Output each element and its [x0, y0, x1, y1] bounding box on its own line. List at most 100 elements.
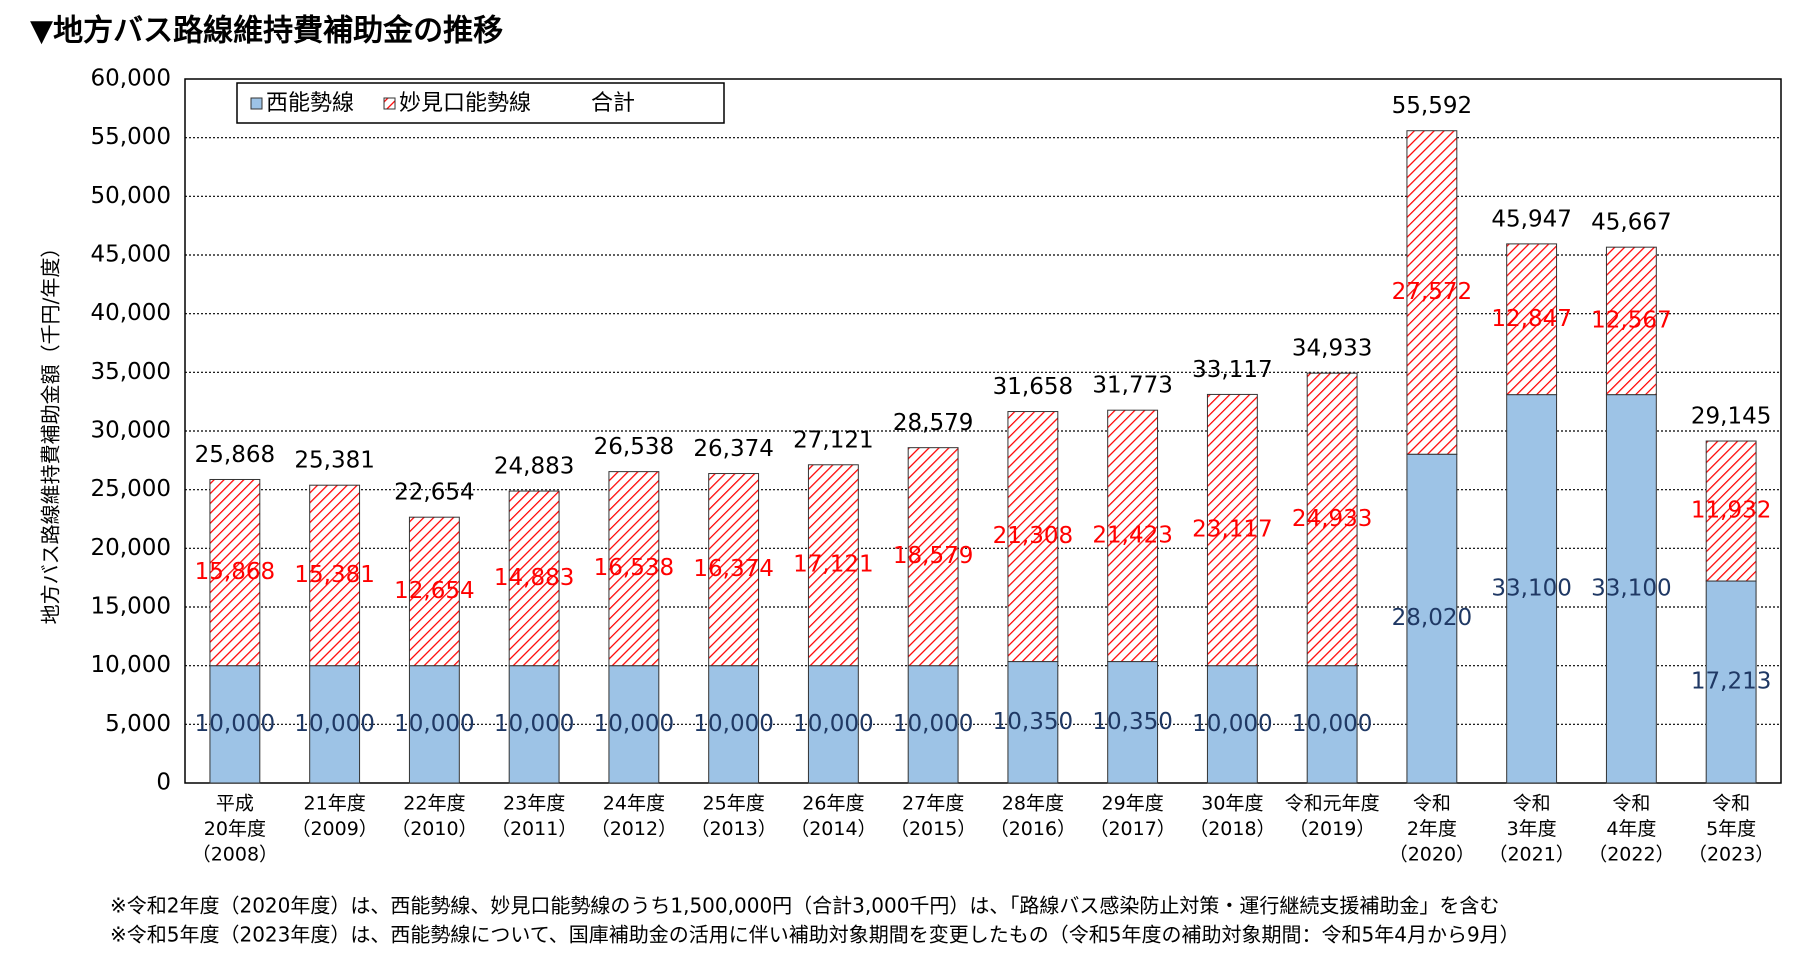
bar-segment — [1605, 246, 1657, 396]
data-label: 16,538 — [594, 555, 674, 581]
x-tick-label: （2022） — [1588, 844, 1674, 866]
bar-segment — [1206, 393, 1258, 667]
data-label: 33,100 — [1591, 575, 1671, 601]
x-tick-label: （2020） — [1389, 844, 1475, 866]
x-tick-label: 令和 — [1413, 793, 1451, 815]
bar-segment — [309, 484, 361, 667]
bar-segment — [807, 464, 859, 667]
bar-segment — [508, 490, 560, 667]
legend-swatch — [383, 97, 396, 110]
legend-box — [236, 82, 725, 124]
data-label: 17,121 — [793, 552, 873, 578]
bar-segment — [1605, 394, 1657, 784]
x-tick-label: （2016） — [990, 818, 1076, 840]
data-label: 17,213 — [1691, 669, 1771, 695]
x-tick-label: 21年度 — [304, 793, 366, 815]
total-label: 26,374 — [693, 436, 773, 462]
bar-segment — [608, 471, 660, 667]
data-label: 11,932 — [1691, 498, 1771, 524]
x-tick-label: （2015） — [890, 818, 976, 840]
data-label: 16,374 — [693, 556, 773, 582]
data-label: 10,000 — [294, 711, 374, 737]
total-label: 25,868 — [195, 442, 275, 468]
x-tick-label: 2年度 — [1407, 818, 1457, 840]
bar-segment — [209, 478, 261, 667]
x-tick-label: （2023） — [1688, 844, 1774, 866]
x-tick-label: 23年度 — [503, 793, 565, 815]
x-tick-label: 4年度 — [1606, 818, 1656, 840]
note: ※令和5年度（2023年度）は、西能勢線について、国庫補助金の活用に伴い補助対象… — [110, 923, 1520, 947]
legend-label: 妙見口能勢線 — [399, 91, 531, 116]
x-tick-label: （2014） — [790, 818, 876, 840]
bar-segment — [1306, 665, 1358, 784]
bar-segment — [1506, 394, 1558, 784]
x-tick-label: 令和 — [1712, 793, 1750, 815]
x-tick-label: 29年度 — [1102, 793, 1164, 815]
bar-segment — [1406, 130, 1458, 455]
data-label: 23,117 — [1192, 517, 1272, 543]
legend-label: 西能勢線 — [266, 91, 354, 116]
bar-segment — [408, 516, 460, 667]
x-tick-label: （2017） — [1089, 818, 1175, 840]
x-tick-label: 5年度 — [1706, 818, 1756, 840]
x-tick-label: 令和元年度 — [1285, 793, 1380, 815]
x-tick-label: 26年度 — [802, 793, 864, 815]
x-tick-label: 令和 — [1513, 793, 1551, 815]
x-tick-label: （2009） — [291, 818, 377, 840]
y-tick-label: 35,000 — [91, 359, 171, 385]
note: ※令和2年度（2020年度）は、西能勢線、妙見口能勢線のうち1,500,000円… — [110, 894, 1499, 918]
x-tick-label: 27年度 — [902, 793, 964, 815]
bar-segment — [1107, 409, 1159, 663]
data-label: 28,020 — [1392, 605, 1472, 631]
bar-segment — [1306, 372, 1358, 667]
legend-label: 合計 — [591, 91, 635, 116]
total-label: 27,121 — [793, 427, 873, 453]
bar-segment — [1506, 243, 1558, 396]
data-label: 10,000 — [1292, 711, 1372, 737]
data-label: 10,000 — [494, 711, 574, 737]
total-label: 34,933 — [1292, 336, 1372, 362]
total-label: 31,658 — [993, 374, 1073, 400]
x-tick-label: （2011） — [491, 818, 577, 840]
legend-swatch — [250, 97, 263, 110]
data-label: 10,000 — [893, 711, 973, 737]
x-tick-label: 25年度 — [703, 793, 765, 815]
y-tick-label: 20,000 — [91, 535, 171, 561]
data-label: 14,883 — [494, 565, 574, 591]
y-tick-label: 60,000 — [91, 66, 171, 92]
data-label: 33,100 — [1491, 575, 1571, 601]
total-label: 45,947 — [1491, 206, 1571, 232]
total-label: 26,538 — [594, 434, 674, 460]
data-label: 12,654 — [394, 578, 474, 604]
x-tick-label: （2021） — [1488, 844, 1574, 866]
total-label: 55,592 — [1392, 93, 1472, 119]
bar-segment — [708, 665, 760, 784]
x-tick-label: （2019） — [1289, 818, 1375, 840]
y-axis-label: 地方バス路線維持費補助金額（千円/年度） — [39, 238, 63, 625]
data-label: 10,350 — [993, 709, 1073, 735]
y-tick-label: 25,000 — [91, 476, 171, 502]
bar-segment — [708, 473, 760, 667]
total-label: 33,117 — [1192, 357, 1272, 383]
x-tick-label: （2013） — [690, 818, 776, 840]
total-label: 29,145 — [1691, 404, 1771, 430]
bar-segment — [1007, 661, 1059, 784]
chart-title: ▼地方バス路線維持費補助金の推移 — [30, 14, 503, 49]
x-tick-label: 22年度 — [403, 793, 465, 815]
data-label: 10,000 — [594, 711, 674, 737]
bar-segment — [1705, 440, 1757, 582]
bar-segment — [309, 665, 361, 784]
x-tick-label: 3年度 — [1507, 818, 1557, 840]
bar-segment — [209, 665, 261, 784]
y-tick-label: 55,000 — [91, 124, 171, 150]
data-label: 15,381 — [294, 562, 374, 588]
total-label: 22,654 — [394, 480, 474, 506]
data-label: 10,000 — [1192, 711, 1272, 737]
data-label: 24,933 — [1292, 506, 1372, 532]
data-label: 12,567 — [1591, 307, 1671, 333]
data-label: 10,000 — [195, 711, 275, 737]
y-tick-label: 5,000 — [105, 711, 171, 737]
bar-segment — [1406, 453, 1458, 784]
y-tick-label: 10,000 — [91, 652, 171, 678]
